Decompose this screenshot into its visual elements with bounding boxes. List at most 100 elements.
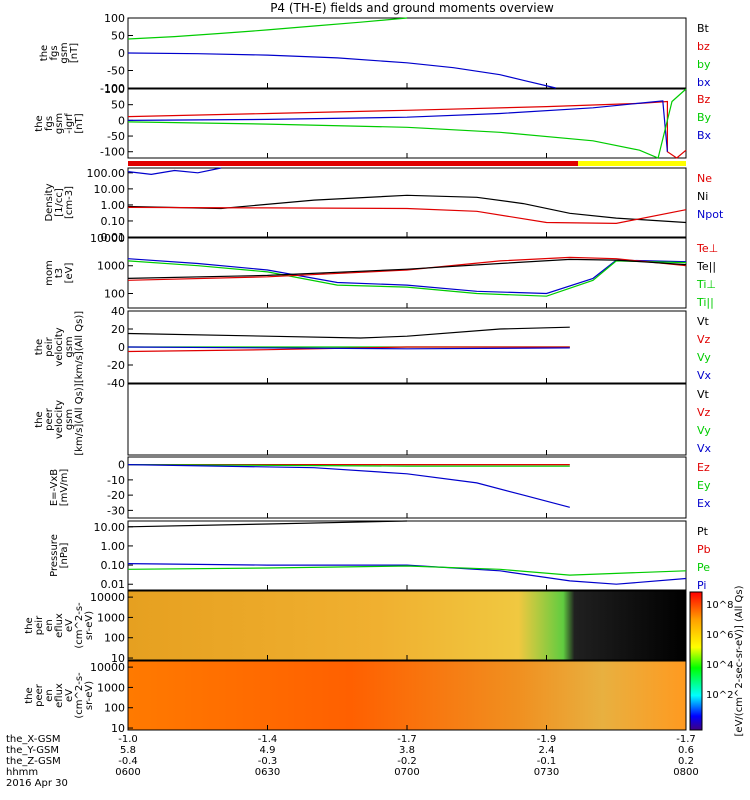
legend-entry: by: [697, 58, 711, 71]
y-axis-label-line: [eV]: [64, 263, 75, 284]
colorbar-label: [eV/(cm^2-sec-sr-eV)] (All Qs): [734, 585, 745, 736]
legend-entry: Npot: [697, 208, 724, 221]
legend-entry: Vz: [697, 333, 711, 346]
spectrogram-ion: [128, 591, 686, 660]
footer-value-z: -0.2: [397, 756, 417, 767]
series-line: [127, 100, 668, 152]
y-tick-label: 0.01: [101, 231, 126, 244]
panel-7: 0 -10 -20 -30 E=-VxB[mV/m] Ez Ey Ex: [49, 456, 711, 519]
y-axis-label-line: [nT]: [74, 113, 85, 133]
y-axis-label-line: gsm: [64, 409, 75, 430]
y-tick-label: 100: [104, 702, 125, 715]
series-line: [127, 260, 687, 297]
y-axis-label: E=-VxB[mV/m]: [49, 469, 70, 507]
series-line: [127, 17, 408, 40]
y-tick-label: 10: [111, 722, 125, 735]
series-line: [127, 194, 687, 224]
legend-entry: Vy: [697, 351, 711, 364]
y-axis-label-line: eV: [64, 689, 75, 702]
panel-2: 100 50 0 -50 -100 thefgsgsm-igrf[nT] Bz By Bx: [34, 83, 712, 159]
y-axis-label: thepeirenefluxeV(cm^2-s-sr-eV): [24, 602, 95, 649]
footer-value-x: -1.7: [397, 734, 417, 745]
panel-3: 100.00 10.00 1.00 0.10 0.01 Density[1/cc][cm-…: [44, 167, 724, 244]
legend-entry: Ti||: [696, 296, 714, 309]
y-tick-label: 10000: [90, 661, 125, 674]
panel-1: 100 50 0 -50 -100 thefgsgsm[nT] Bt bz by bx: [39, 12, 711, 95]
series-line: [127, 565, 687, 576]
y-tick-label: 0: [118, 47, 125, 60]
footer-value-hhmm: 0800: [673, 767, 698, 778]
panel-5: 40 20 0 -20 -40 thepeirvelocitygsm[km/s](All …: [34, 305, 712, 390]
status-bar-yellow: [578, 161, 686, 166]
legend-entry: bz: [697, 40, 710, 53]
series-line: [127, 258, 687, 279]
y-tick-label: -20: [107, 359, 125, 372]
status-bar: [128, 161, 686, 166]
y-axis-label-line: en: [44, 619, 55, 632]
y-tick-label: 10000: [90, 591, 125, 604]
series-line: [127, 206, 687, 225]
y-axis-label-line: velocity: [54, 400, 65, 439]
y-tick-label: 100: [104, 12, 125, 25]
y-axis-label-line: the: [34, 339, 45, 355]
y-axis-label: thepeervelocitygsm[km/s](All Qs)]: [34, 383, 85, 455]
y-tick-label: 10000: [90, 232, 125, 245]
y-axis-label-line: the: [39, 45, 50, 61]
y-tick-label: 10: [111, 652, 125, 665]
panel-4: 10000 1000 100 momt3[eV] Te⊥ Te|| Ti⊥ Ti||: [44, 232, 718, 309]
legend-entry: Pe: [697, 561, 710, 574]
colorbar-scale: [689, 591, 703, 731]
y-tick-label: 1.00: [101, 199, 126, 212]
footer-row-label: the_Z-GSM: [6, 756, 61, 767]
plot-title: P4 (TH-E) fields and ground moments over…: [270, 1, 554, 15]
series-line: [127, 258, 687, 295]
legend-entry: Ex: [697, 497, 711, 510]
series-line: [127, 256, 687, 281]
footer-date: 2016 Apr 30: [6, 778, 68, 789]
legend-entry: Vy: [697, 424, 711, 437]
y-axis-label: thepeirvelocitygsm[km/s](All Qs)]: [34, 311, 85, 383]
y-tick-label: -50: [107, 65, 125, 78]
colorbar-tick-label: 10^4: [706, 660, 733, 671]
legend-entry: Ti⊥: [696, 278, 716, 291]
y-tick-label: 10.00: [94, 521, 126, 534]
footer-value-z: -0.4: [118, 756, 138, 767]
y-axis-label-line: peir: [34, 615, 45, 635]
y-tick-label: -40: [107, 377, 125, 390]
panel-frame: [127, 17, 687, 89]
footer-value-x: -1.7: [676, 734, 696, 745]
legend-entry: Te||: [696, 260, 716, 273]
y-tick-label: 0: [118, 341, 125, 354]
y-tick-label: 50: [111, 99, 125, 112]
footer-value-x: -1.0: [118, 734, 138, 745]
y-axis-label-line: the: [24, 617, 35, 633]
series-line: [127, 52, 556, 89]
legend-entry: bx: [697, 76, 711, 89]
y-tick-label: 0.10: [101, 215, 126, 228]
y-tick-label: 20: [111, 323, 125, 336]
y-axis-label-line: [km/s](All Qs)]: [74, 383, 85, 455]
footer-value-x: -1.4: [258, 734, 278, 745]
y-tick-label: 100.00: [87, 167, 126, 180]
series-line: [127, 88, 687, 159]
y-tick-label: -100: [100, 146, 125, 159]
footer-value-y: 0.6: [678, 745, 694, 756]
footer-value-hhmm: 0730: [534, 767, 559, 778]
series-line: [127, 100, 687, 159]
y-tick-label: 100: [104, 632, 125, 645]
y-axis-label: thepeerenefluxeV(cm^2-s-sr-eV): [24, 672, 95, 719]
status-bar-red: [128, 161, 578, 166]
y-tick-label: 1.00: [101, 540, 126, 553]
y-tick-label: -20: [107, 489, 125, 502]
legend-entry: Vx: [697, 442, 712, 455]
y-axis-label-line: sr-eV): [84, 611, 95, 640]
legend-entry: Vt: [697, 315, 710, 328]
series-line: [127, 563, 687, 585]
legend-entry: Ez: [697, 461, 710, 474]
y-tick-label: 0.10: [101, 559, 126, 572]
legend-entry: Ey: [697, 479, 711, 492]
footer-value-z: 0.2: [678, 756, 694, 767]
y-tick-label: 0.01: [101, 578, 126, 591]
